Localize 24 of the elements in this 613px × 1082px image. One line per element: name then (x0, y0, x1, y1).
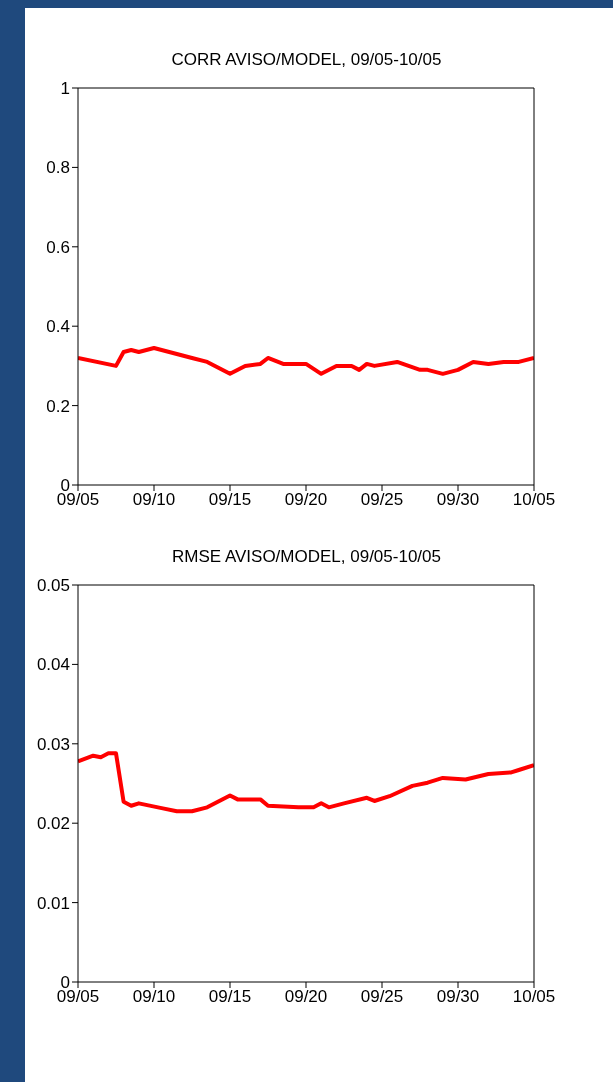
y-tick-label: 0.8 (46, 158, 70, 178)
y-tick-label: 1 (60, 79, 70, 99)
x-tick-label: 09/25 (360, 987, 404, 1007)
y-tick-label: 0.01 (36, 893, 70, 913)
x-tick-label: 09/20 (284, 490, 328, 510)
x-tick-label: 10/05 (512, 987, 556, 1007)
x-tick-label: 09/15 (208, 987, 252, 1007)
x-tick-label: 09/10 (132, 987, 176, 1007)
x-tick-label: 09/30 (436, 987, 480, 1007)
chart-title: RMSE AVISO/MODEL, 09/05-10/05 (171, 547, 442, 567)
chart-title: CORR AVISO/MODEL, 09/05-10/05 (170, 50, 443, 70)
y-tick-label: 0.6 (46, 237, 70, 257)
y-tick-label: 0.2 (46, 396, 70, 416)
x-tick-label: 09/20 (284, 987, 328, 1007)
x-tick-label: 10/05 (512, 490, 556, 510)
y-tick-label: 0.03 (36, 734, 70, 754)
x-tick-label: 09/30 (436, 490, 480, 510)
x-tick-label: 09/25 (360, 490, 404, 510)
y-tick-label: 0.02 (36, 814, 70, 834)
y-tick-label: 0.04 (36, 655, 70, 675)
x-tick-label: 09/10 (132, 490, 176, 510)
x-tick-label: 09/15 (208, 490, 252, 510)
y-tick-label: 0.4 (46, 317, 70, 337)
y-tick-label: 0.05 (36, 576, 70, 596)
